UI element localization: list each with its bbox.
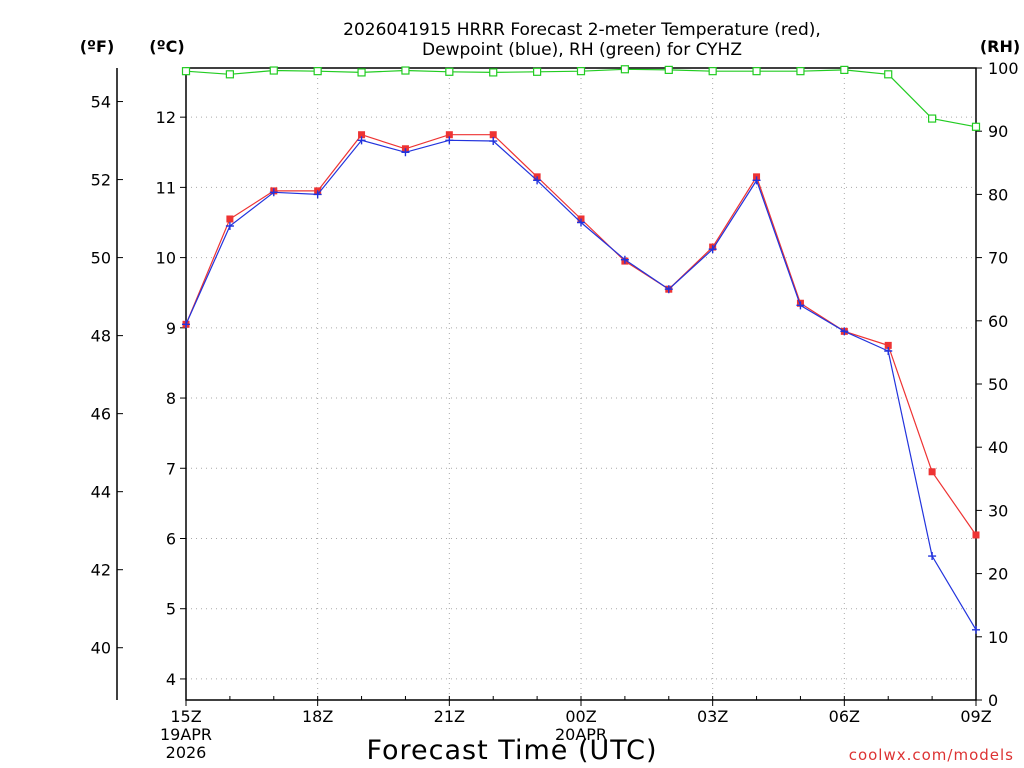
rh-point bbox=[489, 68, 498, 77]
rh-unit-label: (RH) bbox=[980, 37, 1020, 56]
watermark-text: coolwx.com/models bbox=[849, 746, 1014, 764]
x-tick-label: 06Z bbox=[829, 707, 860, 726]
celsius-tick-label: 12 bbox=[156, 108, 176, 127]
dewpoint-point bbox=[752, 176, 761, 185]
celsius-tick-label: 8 bbox=[166, 389, 176, 408]
rh-point bbox=[971, 122, 981, 131]
rh-tick-label: 80 bbox=[988, 185, 1008, 204]
x-tick-label: 03Z bbox=[697, 707, 728, 726]
rh-point bbox=[840, 65, 849, 74]
fahrenheit-tick-label: 42 bbox=[91, 561, 111, 580]
rh-tick-label: 100 bbox=[988, 59, 1019, 78]
rh-point bbox=[752, 67, 761, 76]
chart-axes: 4 5 6 7 8 9 10 11 12 40 42 44 46 48 50 52 54 0 10 20 30 40 50 6… bbox=[91, 59, 1019, 762]
fahrenheit-unit-label: (ºF) bbox=[80, 37, 115, 56]
temperature-point bbox=[972, 531, 980, 539]
grid-lines bbox=[186, 68, 976, 700]
fahrenheit-tick-label: 40 bbox=[91, 639, 111, 658]
rh-series bbox=[181, 65, 981, 131]
rh-point bbox=[181, 67, 191, 76]
rh-tick-label: 40 bbox=[988, 438, 1008, 457]
celsius-tick-label: 9 bbox=[166, 319, 176, 338]
dewpoint-point bbox=[884, 346, 893, 355]
rh-point bbox=[664, 65, 673, 74]
dewpoint-point bbox=[445, 136, 454, 145]
x-year-label: 2026 bbox=[166, 743, 207, 762]
rh-tick-label: 0 bbox=[988, 691, 998, 710]
rh-point bbox=[401, 66, 410, 75]
dewpoint-point bbox=[269, 188, 278, 197]
rh-tick-label: 30 bbox=[988, 501, 1008, 520]
rh-point bbox=[576, 67, 586, 76]
x-tick-label: 18Z bbox=[302, 707, 333, 726]
temperature-point bbox=[445, 131, 453, 139]
x-date-label: 20APR bbox=[555, 725, 607, 744]
fahrenheit-tick-label: 48 bbox=[91, 327, 111, 346]
x-date-label: 19APR bbox=[160, 725, 212, 744]
fahrenheit-tick-label: 46 bbox=[91, 405, 111, 424]
celsius-tick-label: 4 bbox=[166, 670, 176, 689]
dewpoint-point bbox=[225, 222, 234, 230]
dewpoint-point bbox=[796, 301, 805, 310]
x-axis-title: Forecast Time (UTC) bbox=[366, 735, 657, 766]
rh-point bbox=[708, 67, 717, 76]
rh-point bbox=[796, 67, 805, 76]
chart-title-line1: 2026041915 HRRR Forecast 2-meter Tempera… bbox=[343, 20, 821, 40]
celsius-tick-label: 7 bbox=[166, 459, 176, 478]
x-tick-label: 21Z bbox=[434, 707, 465, 726]
temperature-series bbox=[182, 131, 980, 539]
x-tick-label: 15Z bbox=[170, 707, 201, 726]
rh-tick-label: 50 bbox=[988, 375, 1008, 394]
rh-point bbox=[533, 67, 542, 76]
dewpoint-point bbox=[840, 327, 849, 336]
rh-tick-label: 60 bbox=[988, 312, 1008, 331]
temperature-line bbox=[185, 134, 977, 536]
dewpoint-point bbox=[620, 255, 629, 264]
fahrenheit-tick-label: 52 bbox=[91, 171, 111, 190]
rh-point bbox=[357, 68, 366, 77]
rh-point bbox=[928, 114, 937, 123]
dewpoint-point bbox=[401, 148, 410, 157]
dewpoint-point bbox=[577, 218, 585, 227]
rh-point bbox=[884, 70, 893, 79]
rh-tick-label: 10 bbox=[988, 628, 1008, 647]
dewpoint-series bbox=[182, 136, 980, 634]
temperature-point bbox=[884, 341, 892, 349]
rh-tick-label: 20 bbox=[988, 565, 1008, 584]
series-layer bbox=[181, 65, 981, 634]
fahrenheit-tick-label: 50 bbox=[91, 249, 111, 268]
dewpoint-point bbox=[533, 176, 542, 185]
dewpoint-point bbox=[664, 285, 673, 294]
chart-title-line2: Dewpoint (blue), RH (green) for CYHZ bbox=[422, 40, 742, 60]
rh-point bbox=[620, 65, 629, 74]
dewpoint-point bbox=[708, 245, 717, 254]
x-tick-label: 09Z bbox=[960, 707, 991, 726]
fahrenheit-tick-label: 54 bbox=[91, 93, 111, 112]
dewpoint-point bbox=[489, 137, 498, 146]
temperature-point bbox=[489, 131, 497, 139]
celsius-tick-label: 11 bbox=[156, 178, 176, 197]
x-tick-label: 00Z bbox=[565, 707, 596, 726]
dewpoint-point bbox=[313, 190, 322, 199]
celsius-tick-label: 5 bbox=[166, 600, 176, 619]
temperature-point bbox=[358, 131, 366, 139]
rh-tick-label: 70 bbox=[988, 249, 1008, 268]
rh-point bbox=[445, 67, 454, 76]
fahrenheit-tick-label: 44 bbox=[91, 483, 111, 502]
dewpoint-point bbox=[357, 136, 366, 145]
dewpoint-point bbox=[928, 552, 937, 561]
temperature-point bbox=[226, 215, 234, 223]
dewpoint-point bbox=[182, 320, 190, 329]
celsius-unit-label: (ºC) bbox=[149, 37, 184, 56]
celsius-tick-label: 6 bbox=[166, 529, 176, 548]
rh-point bbox=[269, 66, 278, 75]
rh-point bbox=[225, 70, 234, 79]
celsius-tick-label: 10 bbox=[156, 249, 176, 268]
rh-tick-label: 90 bbox=[988, 122, 1008, 141]
rh-point bbox=[313, 67, 322, 76]
temperature-point bbox=[928, 468, 936, 476]
dewpoint-point bbox=[972, 625, 980, 634]
